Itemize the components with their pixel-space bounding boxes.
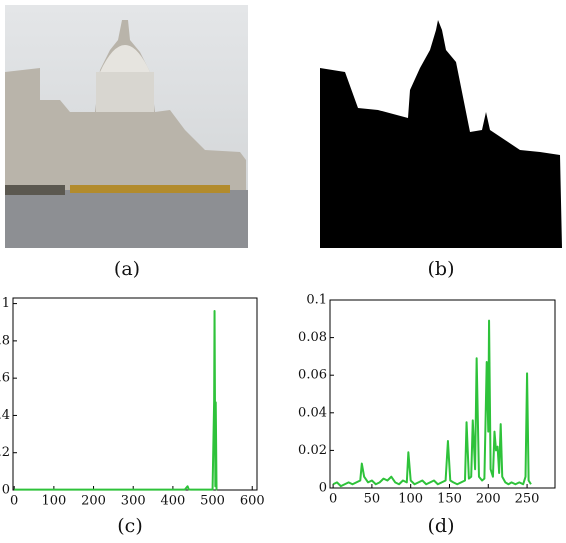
x-tick-label: 200	[476, 492, 501, 507]
x-tick-label: 50	[364, 492, 381, 507]
x-tick-label: 400	[160, 494, 185, 509]
y-tick-label: .6	[0, 371, 10, 386]
plot-frame	[12, 297, 258, 491]
caption: (c)	[117, 515, 142, 537]
x-tick-label: 0	[10, 494, 18, 509]
mask	[320, 5, 562, 248]
x-tick-label: 100	[41, 494, 66, 509]
x-tick-label: 600	[240, 494, 265, 509]
y-tick-label: .2	[0, 445, 10, 460]
y-tick-label: .4	[0, 408, 10, 423]
x-tick-label: 250	[515, 492, 540, 507]
x-tick-label: 100	[398, 492, 423, 507]
plot-frame	[329, 299, 556, 489]
caption: (d)	[428, 515, 455, 537]
y-tick-label: 0.08	[298, 330, 327, 345]
photo	[5, 5, 248, 248]
caption: (a)	[114, 258, 140, 280]
x-tick-label: 150	[437, 492, 462, 507]
y-tick-label: 0.1	[306, 293, 327, 308]
y-tick-label: 0.04	[298, 405, 327, 420]
y-tick-label: 0	[2, 483, 10, 498]
x-tick-label: 300	[121, 494, 146, 509]
x-tick-label: 200	[81, 494, 106, 509]
y-tick-label: 0.02	[298, 443, 327, 458]
y-tick-label: 1	[2, 296, 10, 311]
y-tick-label: .8	[0, 333, 10, 348]
y-tick-label: 0	[319, 481, 327, 496]
caption: (b)	[428, 258, 455, 280]
x-tick-label: 0	[329, 492, 337, 507]
x-tick-label: 500	[200, 494, 225, 509]
data-line	[332, 319, 532, 488]
y-tick-label: 0.06	[298, 368, 327, 383]
data-line	[14, 310, 218, 491]
